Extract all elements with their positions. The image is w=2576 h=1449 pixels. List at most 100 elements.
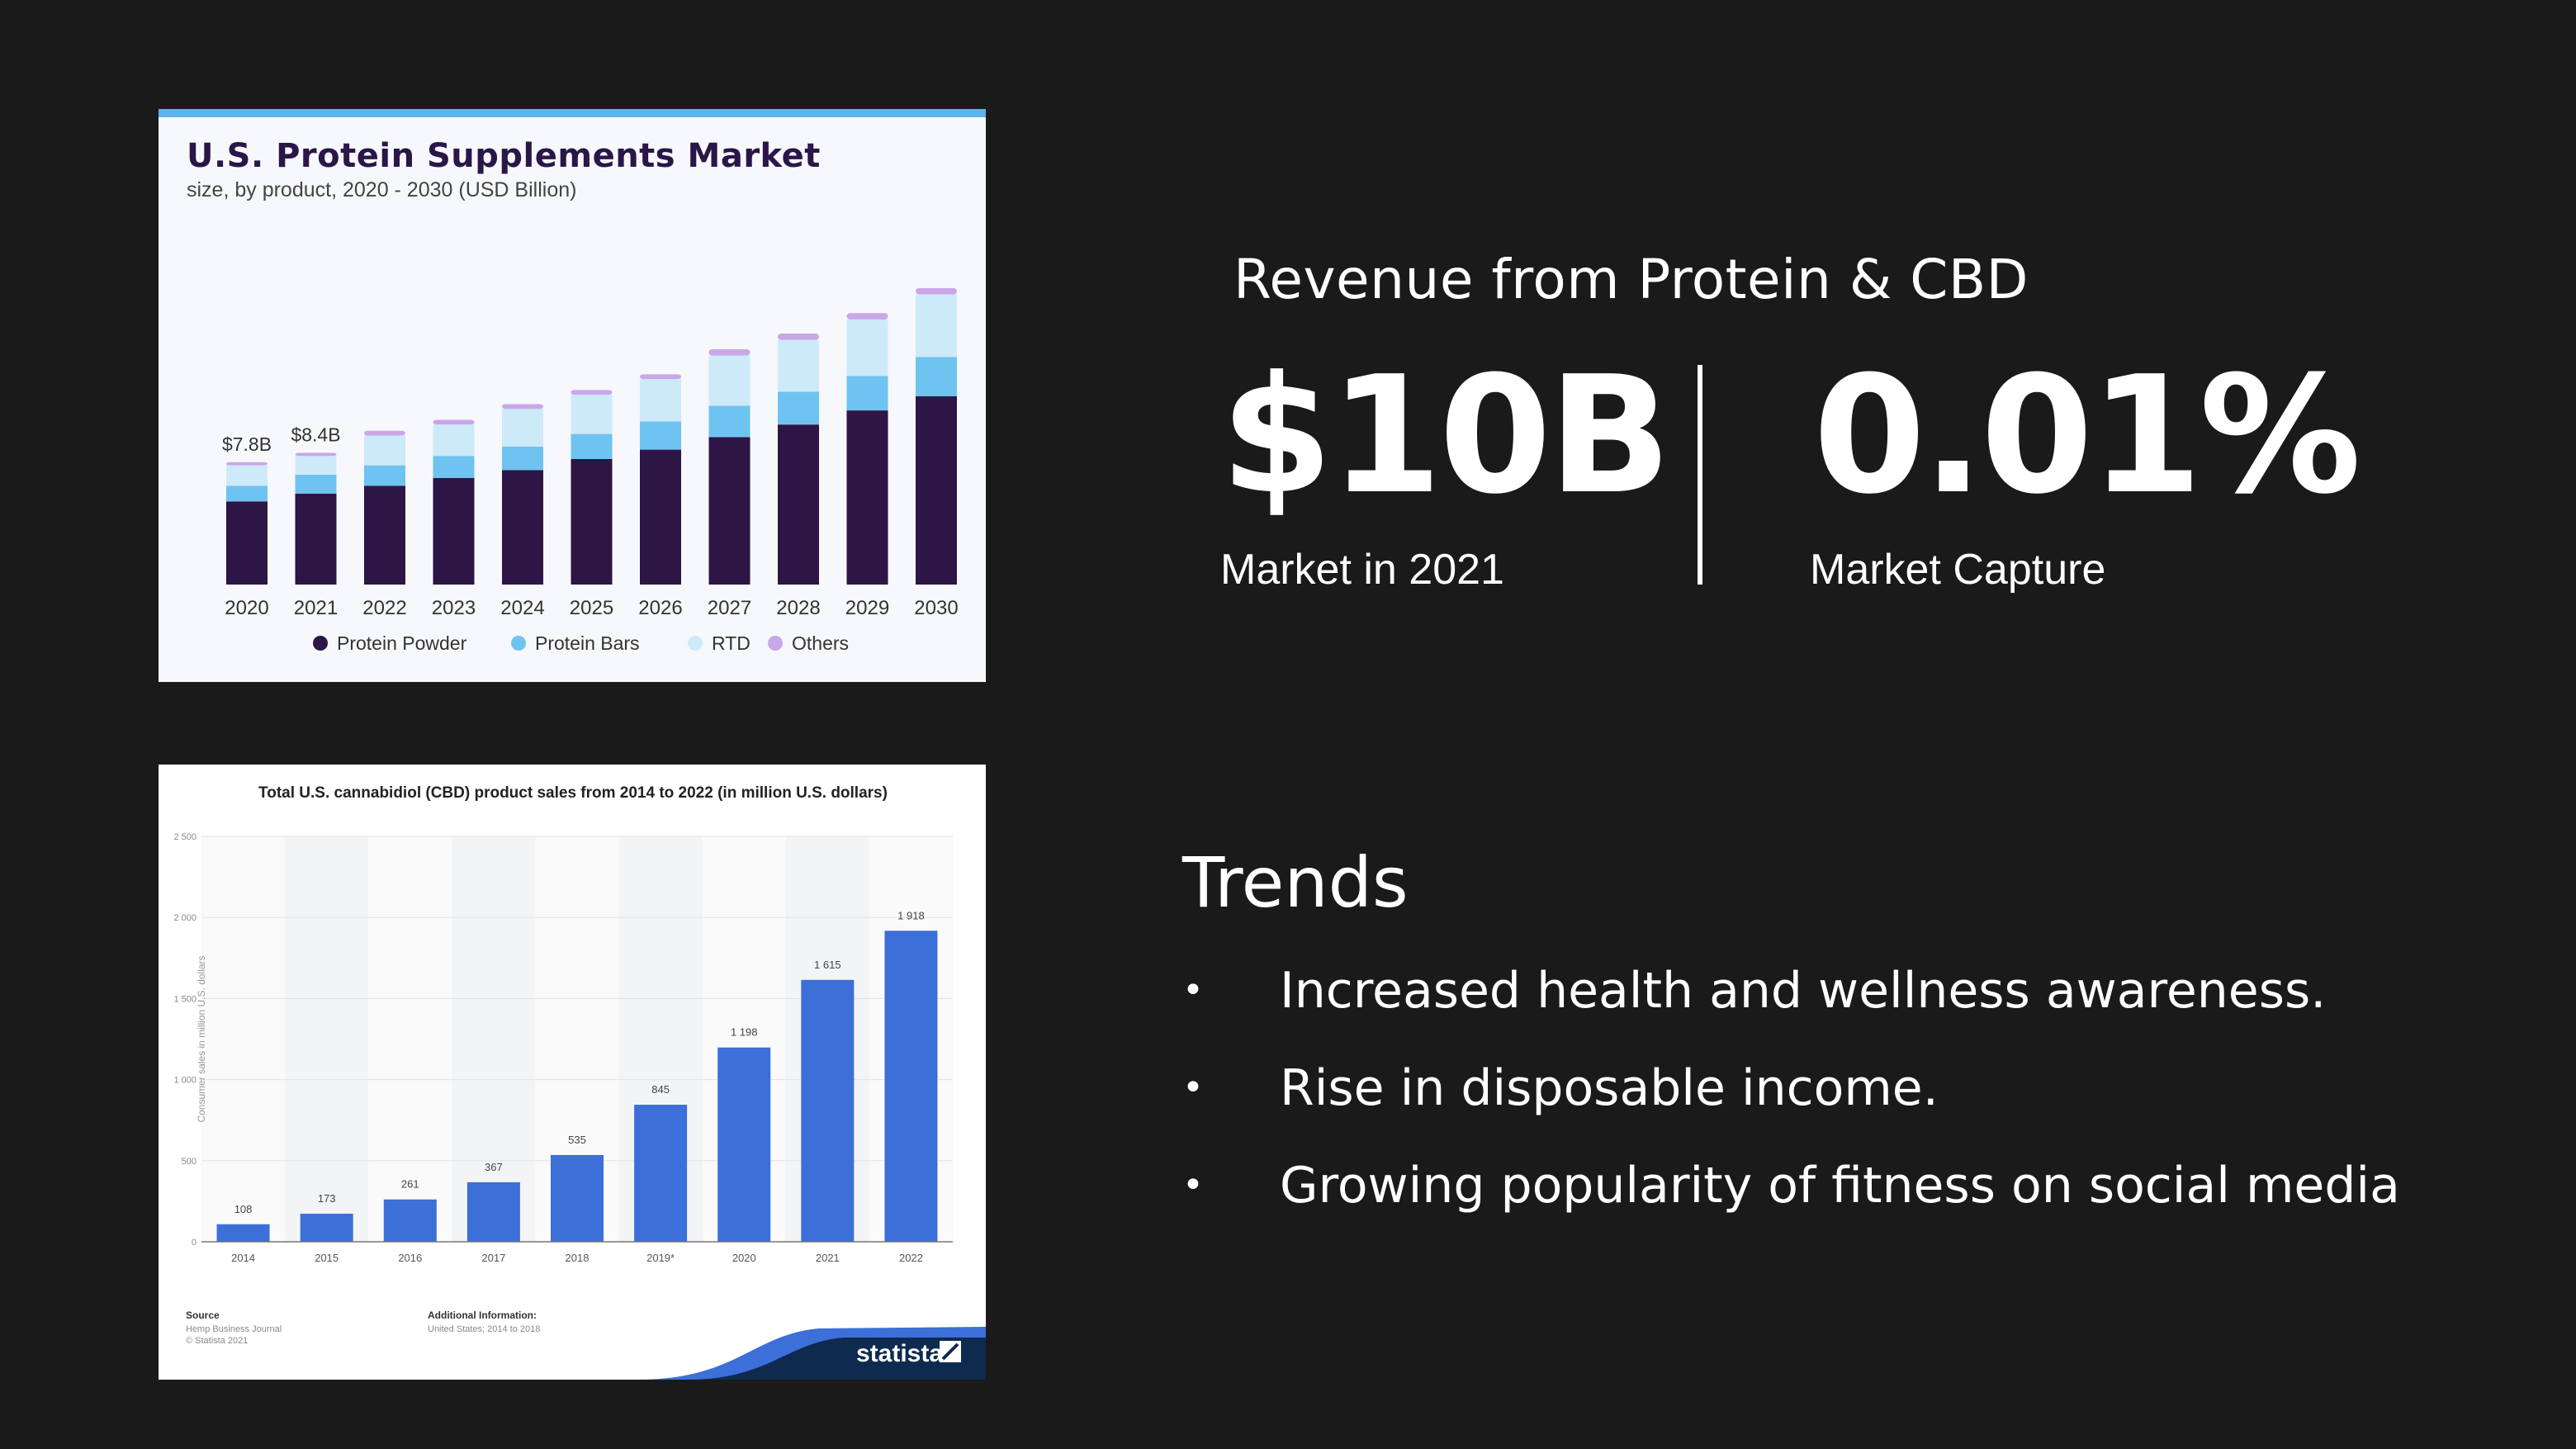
market-size-label: Market in 2021: [1220, 546, 1504, 594]
bar-segment: [295, 452, 337, 457]
bar-segment: [778, 339, 819, 392]
bar-segment: [640, 449, 681, 585]
x-tick-label: 2019*: [646, 1252, 675, 1264]
bar: [884, 930, 938, 1242]
additional-info-heading: Additional Information:: [428, 1309, 537, 1321]
bar-segment: [226, 501, 268, 585]
x-tick-label: 2014: [231, 1252, 255, 1264]
trend-text: Growing popularity of fitness on social …: [1280, 1157, 2400, 1215]
trends-list: • Increased health and wellness awareness…: [1182, 958, 2400, 1250]
data-label: $8.4B: [291, 424, 340, 445]
x-tick-label: 2029: [845, 597, 889, 619]
bar-segment: [295, 456, 337, 475]
data-label: 108: [234, 1203, 253, 1215]
source-heading: Source: [186, 1309, 220, 1321]
legend-marker: [511, 636, 526, 651]
legend-marker: [313, 636, 328, 651]
x-tick-label: 2020: [225, 597, 268, 619]
source-line: Hemp Business Journal: [186, 1324, 282, 1334]
bar-segment: [708, 405, 751, 438]
bar: [717, 1047, 771, 1242]
bar-segment: [433, 477, 475, 585]
data-label: $7.8B: [222, 433, 272, 455]
x-tick-label: 2016: [398, 1252, 422, 1264]
x-tick-label: 2022: [899, 1252, 923, 1264]
cbd-chart-title: Total U.S. cannabidiol (CBD) product sal…: [258, 784, 888, 802]
bar-segment: [226, 465, 268, 486]
legend-label: RTD: [712, 632, 751, 654]
x-tick-label: 2020: [732, 1252, 756, 1264]
trend-item: • Rise in disposable income.: [1182, 1055, 2400, 1153]
bar-segment: [571, 395, 613, 434]
y-tick-label: 500: [182, 1157, 197, 1167]
bar-segment: [295, 493, 337, 585]
data-label: 845: [651, 1083, 670, 1096]
bar-segment: [640, 421, 681, 450]
bar-segment: [364, 435, 405, 466]
x-tick-label: 2030: [914, 597, 958, 619]
trend-item: • Increased health and wellness awareness…: [1182, 958, 2400, 1055]
legend-label: Protein Bars: [535, 632, 640, 654]
x-tick-label: 2021: [294, 597, 338, 619]
data-label: 535: [568, 1134, 586, 1146]
bullet-icon: •: [1182, 1164, 1204, 1206]
bar-segment: [916, 287, 957, 295]
protein-market-chart-panel: 2020 $7.8B 2021 $8.4B 2022 2023 2024 2025 2026 20…: [159, 109, 986, 682]
bar-segment: [433, 456, 475, 478]
protein-chart-subtitle: size, by product, 2020 - 2030 (USD Billi…: [187, 178, 577, 201]
y-tick-label: 1 500: [173, 994, 197, 1004]
market-capture-label: Market Capture: [1810, 546, 2106, 594]
y-tick-label: 2 500: [173, 832, 197, 842]
bar: [634, 1105, 688, 1242]
x-tick-label: 2015: [315, 1252, 339, 1264]
bar: [383, 1199, 437, 1242]
protein-chart-title: U.S. Protein Supplements Market: [187, 137, 821, 175]
bar: [801, 979, 855, 1242]
bar: [216, 1224, 270, 1242]
x-tick-label: 2026: [638, 597, 682, 619]
bar-segment: [778, 391, 819, 425]
data-label: 1 918: [897, 909, 925, 921]
y-axis-label: Consumer sales in million U.S. dollars: [196, 955, 207, 1122]
data-label: 1 615: [814, 959, 841, 971]
bar-segment: [295, 475, 337, 494]
additional-info-line: United States; 2014 to 2018: [428, 1324, 540, 1334]
market-size-value: $10B: [1220, 342, 1672, 530]
x-tick-label: 2022: [362, 597, 406, 619]
chart-accent-bar: [159, 109, 986, 117]
bar-segment: [571, 390, 613, 395]
bar-segment: [846, 376, 888, 411]
cbd-sales-chart-panel: Total U.S. cannabidiol (CBD) product sal…: [159, 765, 986, 1380]
bar-segment: [502, 409, 543, 447]
bar-segment: [502, 404, 543, 410]
bullet-icon: •: [1182, 969, 1204, 1011]
bar-segment: [846, 410, 888, 585]
bar-segment: [708, 349, 751, 356]
x-tick-label: 2027: [708, 597, 751, 619]
bar-segment: [364, 430, 405, 436]
bar-segment: [364, 465, 405, 486]
trend-item: • Growing popularity of fitness on social…: [1182, 1153, 2400, 1250]
bar-segment: [571, 433, 613, 459]
bar-segment: [846, 313, 888, 320]
bar-segment: [640, 379, 681, 422]
bar-segment: [916, 357, 957, 396]
bar-segment: [708, 437, 751, 585]
data-label: 367: [485, 1161, 503, 1173]
revenue-title: Revenue from Protein & CBD: [1234, 248, 2029, 311]
bar-segment: [916, 396, 957, 585]
stat-divider: [1698, 365, 1702, 585]
trend-text: Increased health and wellness awareness.: [1280, 962, 2327, 1020]
column-band: [452, 836, 536, 1242]
x-tick-label: 2023: [432, 597, 476, 619]
bar: [300, 1214, 353, 1242]
legend-marker: [768, 636, 783, 651]
bullet-icon: •: [1182, 1067, 1204, 1109]
bar-segment: [226, 485, 268, 502]
protein-market-chart: 2020 $7.8B 2021 $8.4B 2022 2023 2024 2025 2026 20…: [222, 287, 959, 654]
brand-wave: [687, 1338, 986, 1380]
x-tick-label: 2024: [500, 597, 544, 619]
bar-segment: [433, 419, 475, 425]
market-capture-value: 0.01%: [1813, 342, 2361, 530]
column-band: [368, 836, 452, 1242]
